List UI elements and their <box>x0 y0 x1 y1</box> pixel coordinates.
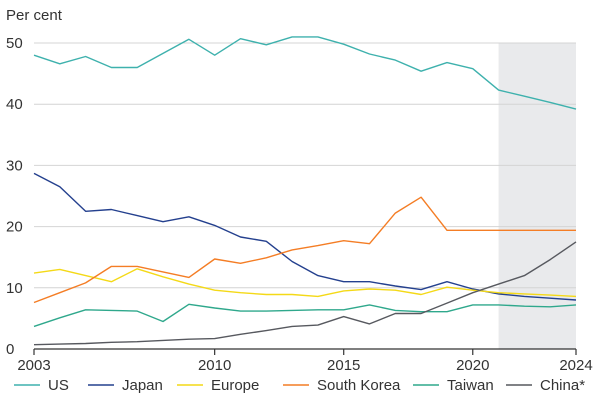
legend-item-china: China* <box>506 377 585 394</box>
x-tick-label: 2010 <box>198 357 231 374</box>
legend: US Japan Europe South Korea Taiwan China* <box>14 377 585 394</box>
series-line-south-korea <box>33 196 576 304</box>
legend-label: US <box>48 377 69 394</box>
legend-item-us: US <box>14 377 69 394</box>
y-axis-unit-label: Per cent <box>6 7 63 24</box>
series-line-china <box>33 241 577 346</box>
legend-label: Taiwan <box>447 377 494 394</box>
y-tick-label: 20 <box>6 219 23 236</box>
legend-label: Japan <box>122 377 163 394</box>
y-tick-label: 10 <box>6 280 23 297</box>
x-tick-label: 2015 <box>327 357 360 374</box>
legend-item-japan: Japan <box>88 377 163 394</box>
forecast-shaded-region-layer <box>498 43 576 349</box>
x-tick-label: 2003 <box>17 357 50 374</box>
x-tick-label: 2024 <box>559 357 592 374</box>
y-tick-label: 0 <box>6 341 14 358</box>
forecast-shaded-region <box>498 43 576 349</box>
axis-layer: Per cent 0 10 20 30 40 50 2003 2010 2015 2020 2024 <box>6 7 593 374</box>
y-tick-label: 40 <box>6 96 23 113</box>
series-line-japan <box>33 172 577 301</box>
legend-item-south-korea: South Korea <box>283 377 401 394</box>
legend-item-europe: Europe <box>177 377 259 394</box>
legend-label: Europe <box>211 377 259 394</box>
legend-label: China* <box>540 377 585 394</box>
legend-label: South Korea <box>317 377 401 394</box>
legend-item-taiwan: Taiwan <box>413 377 494 394</box>
series-line-europe <box>33 268 577 298</box>
series-lines-layer <box>33 36 577 346</box>
y-tick-label: 50 <box>6 35 23 52</box>
gridlines-layer <box>34 42 576 289</box>
series-line-us <box>33 36 577 110</box>
x-tick-label: 2020 <box>456 357 489 374</box>
y-tick-label: 30 <box>6 157 23 174</box>
series-line-taiwan <box>33 303 577 328</box>
